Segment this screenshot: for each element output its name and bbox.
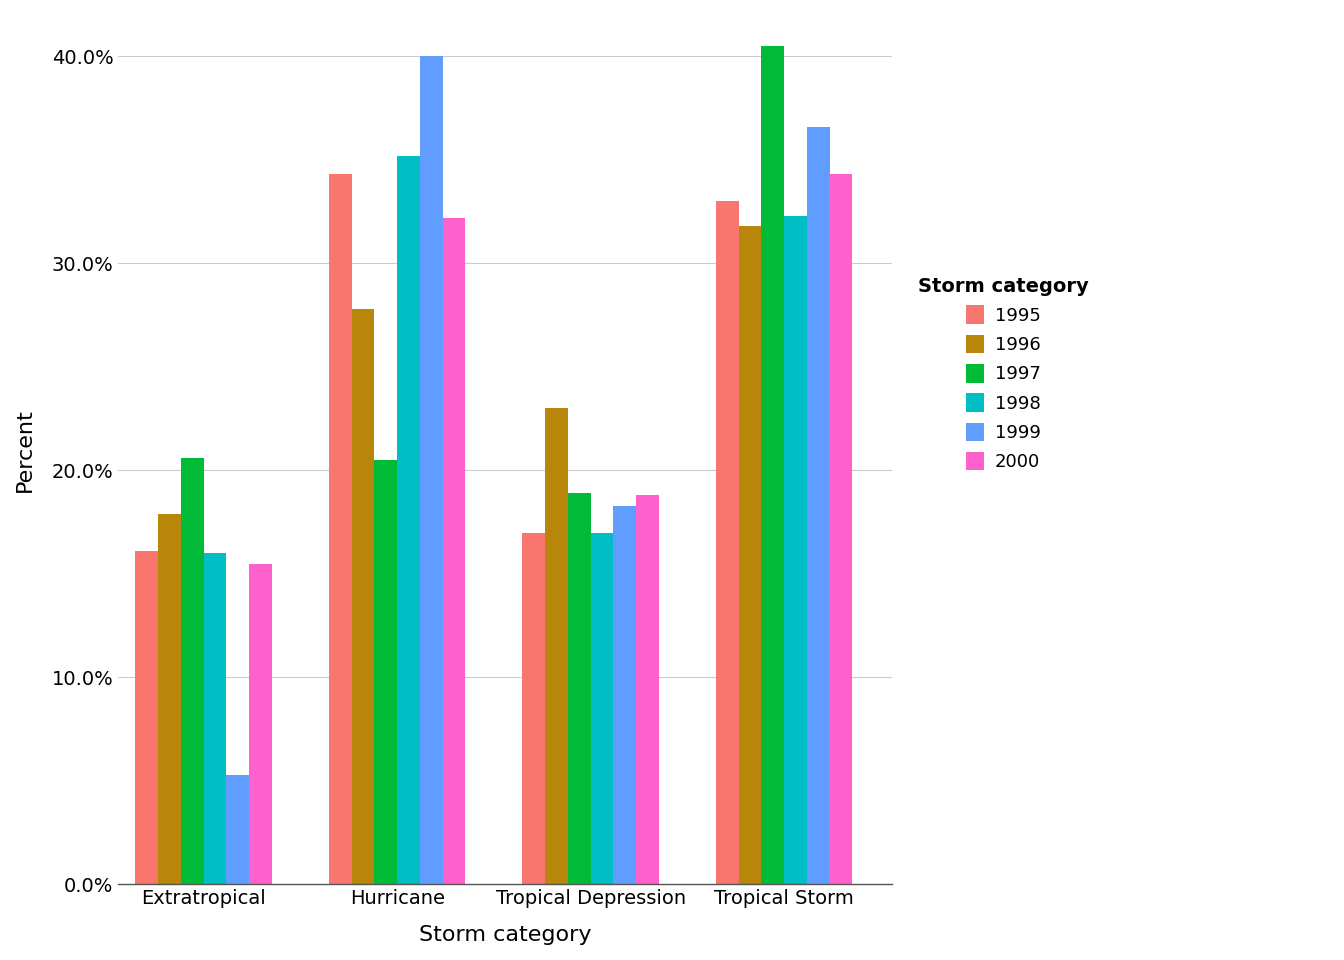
Bar bbox=[761, 46, 784, 884]
Bar bbox=[352, 309, 375, 884]
Bar bbox=[329, 175, 352, 884]
Bar bbox=[569, 493, 590, 884]
Bar bbox=[375, 460, 396, 884]
Bar bbox=[613, 506, 636, 884]
Bar bbox=[136, 551, 159, 884]
Bar bbox=[739, 227, 761, 884]
Bar bbox=[546, 408, 569, 884]
Bar bbox=[396, 156, 419, 884]
Bar bbox=[226, 775, 249, 884]
Bar bbox=[523, 533, 546, 884]
X-axis label: Storm category: Storm category bbox=[419, 925, 591, 945]
Bar bbox=[159, 514, 181, 884]
Bar bbox=[442, 218, 465, 884]
Bar bbox=[716, 202, 739, 884]
Y-axis label: Percent: Percent bbox=[15, 408, 35, 492]
Bar bbox=[784, 216, 806, 884]
Bar bbox=[636, 495, 659, 884]
Bar bbox=[590, 533, 613, 884]
Bar bbox=[829, 175, 852, 884]
Legend: 1995, 1996, 1997, 1998, 1999, 2000: 1995, 1996, 1997, 1998, 1999, 2000 bbox=[909, 268, 1098, 480]
Bar bbox=[419, 57, 442, 884]
Bar bbox=[204, 553, 226, 884]
Bar bbox=[181, 458, 204, 884]
Bar bbox=[806, 127, 829, 884]
Bar bbox=[249, 564, 271, 884]
